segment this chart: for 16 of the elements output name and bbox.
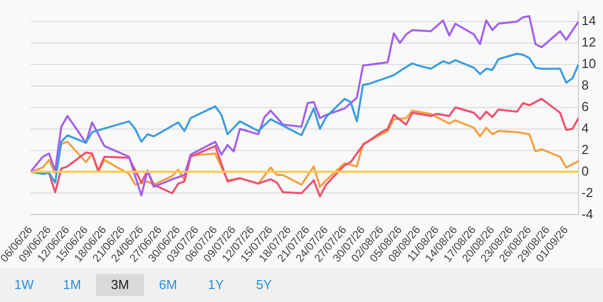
text: 3M <box>96 274 144 296</box>
y-tick-label: 6 <box>582 98 589 114</box>
y-tick-label: 4 <box>582 120 589 136</box>
y-tick-label: 14 <box>582 13 596 28</box>
y-tick-label: 10 <box>582 56 596 72</box>
y-tick-label: 8 <box>582 78 589 93</box>
text: 1W <box>13 276 35 294</box>
text: 1M <box>62 276 82 294</box>
y-tick-label: 0 <box>582 163 589 178</box>
y-tick-label: 12 <box>582 34 596 50</box>
text: 1Y <box>207 276 225 294</box>
y-tick-label: 2 <box>582 142 589 157</box>
text: 5Y <box>255 276 273 294</box>
y-tick-label: -4 <box>582 206 594 222</box>
y-tick-label: -2 <box>582 184 594 200</box>
text: 6M <box>158 276 178 294</box>
